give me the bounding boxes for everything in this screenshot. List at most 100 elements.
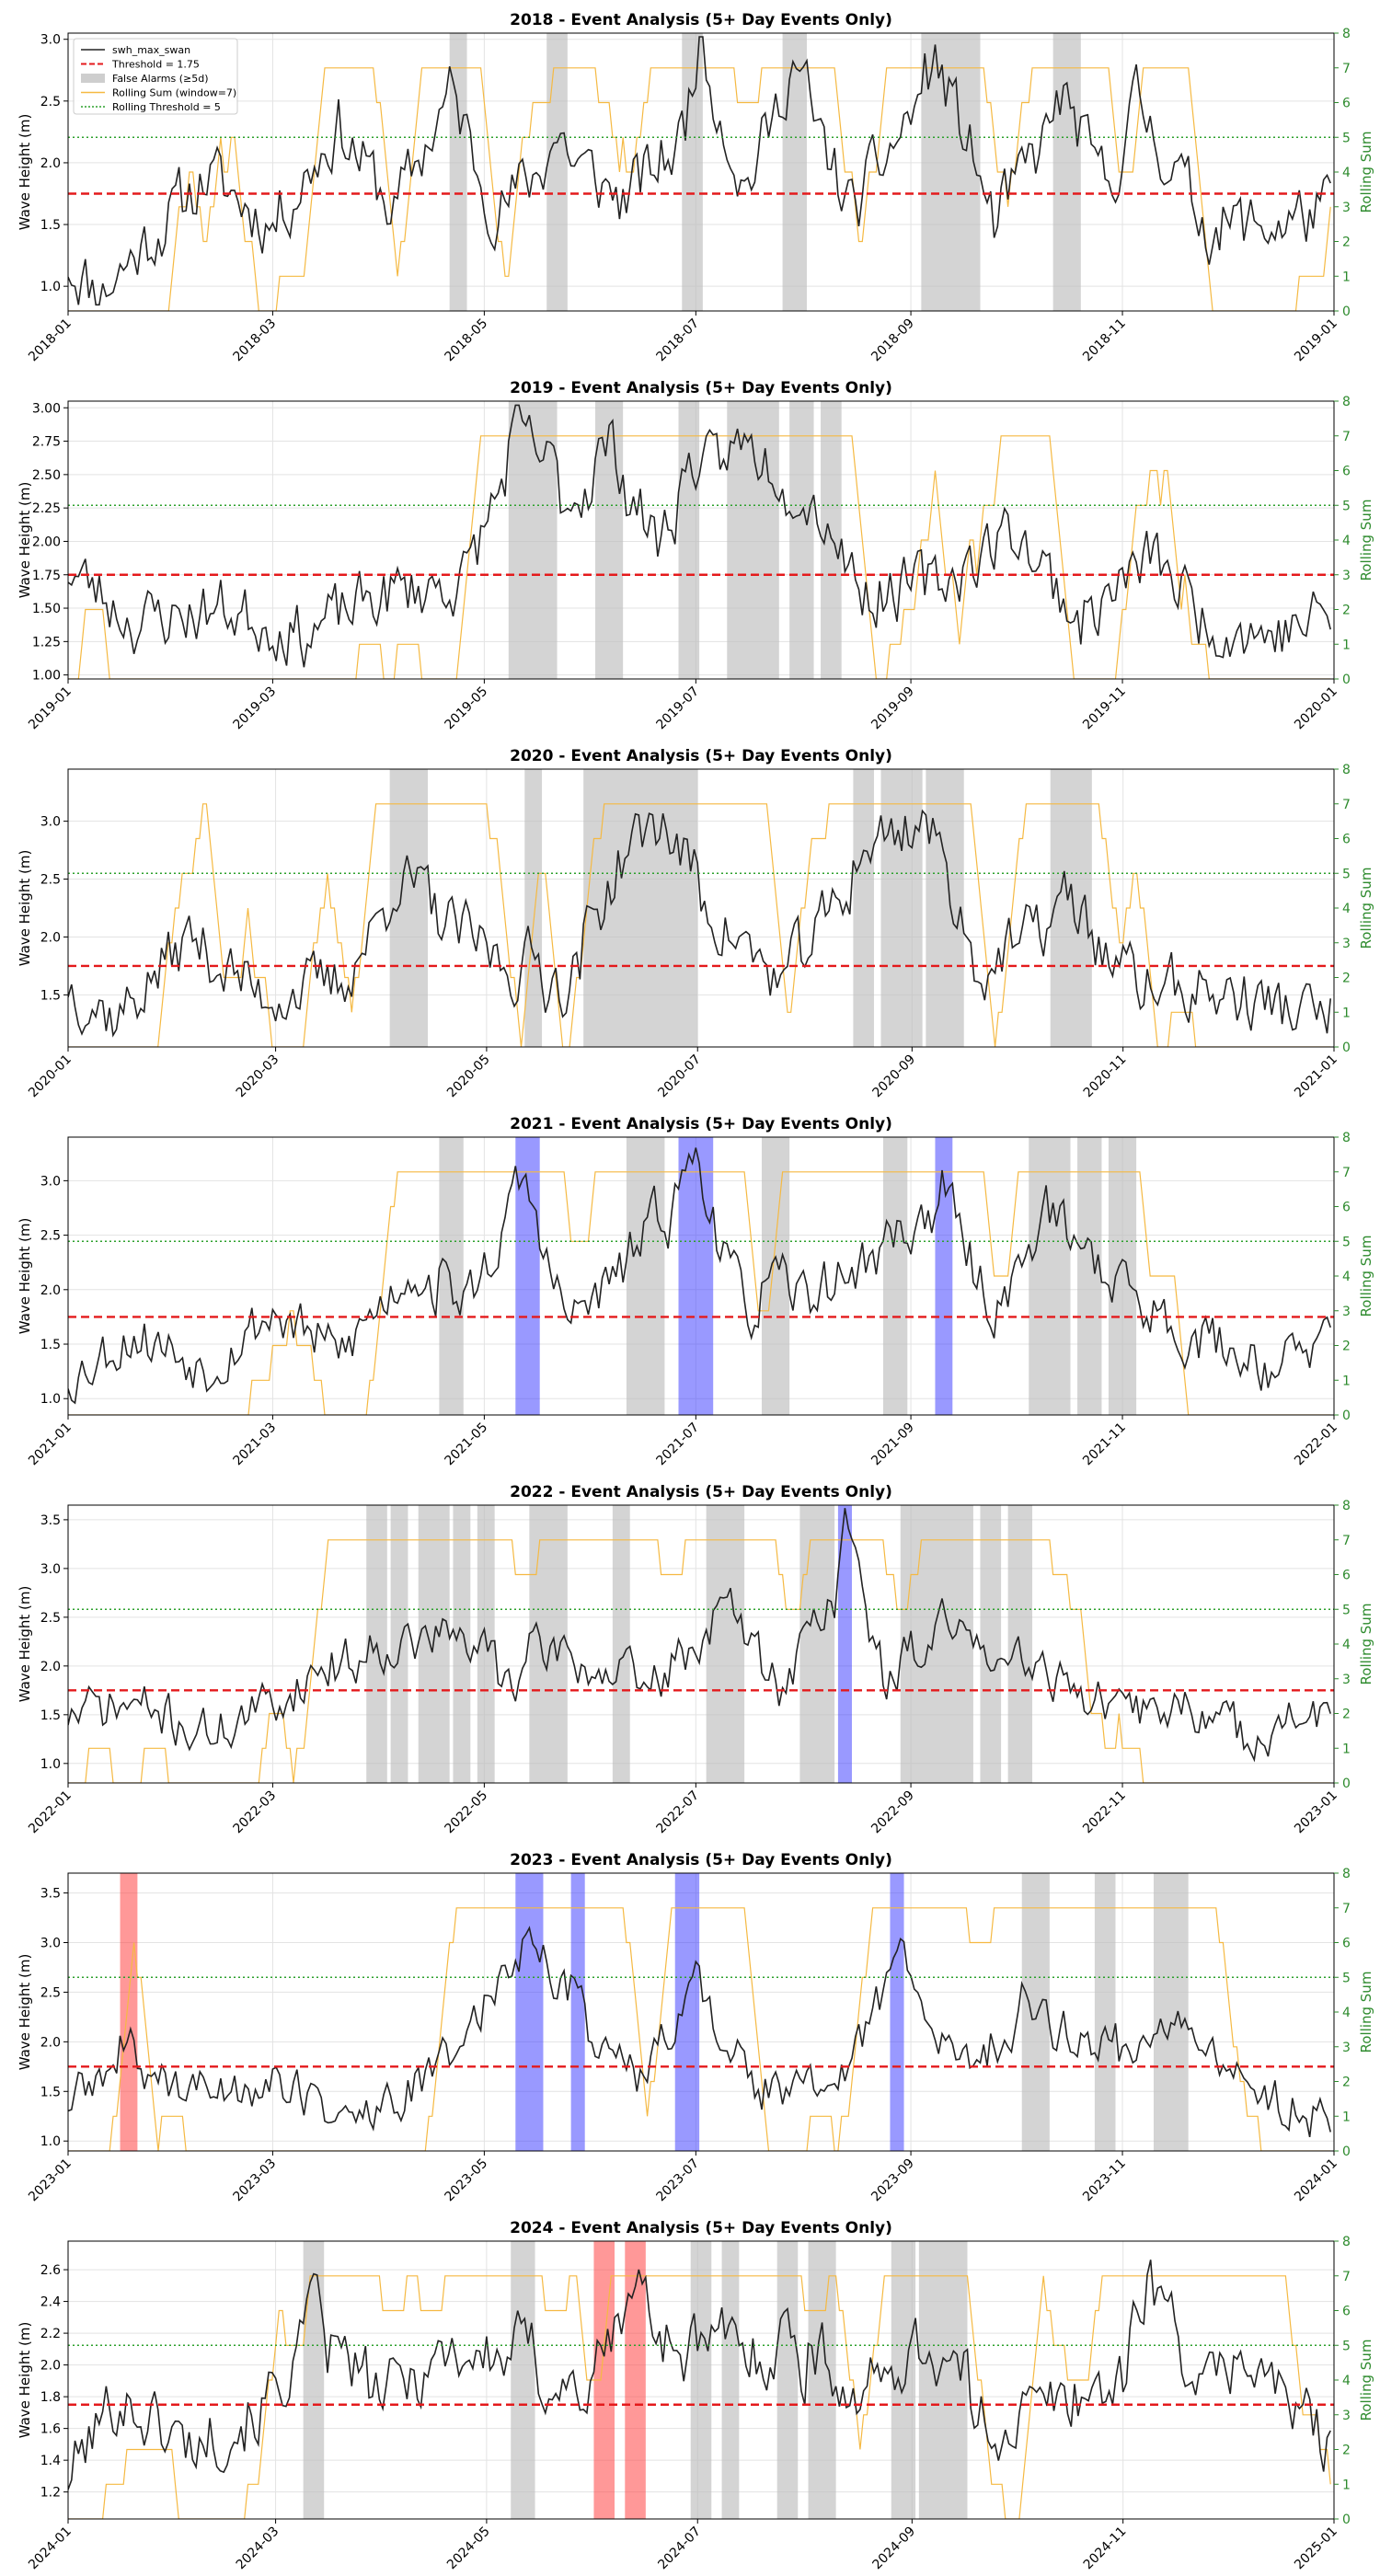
x-tick-label: 2020-01 [1292,684,1340,733]
subplot-2: 1.5 2.0 2.5 3.0 0 1 2 3 4 5 6 7 8 2020-01 2020-03 2020-… [17,747,1374,1100]
false-alarm-span [1108,1137,1137,1415]
y2-tick-label: 6 [1342,1937,1351,1951]
x-tick-label: 2018-03 [231,316,280,365]
y-axis-label: Wave Height (m) [17,2322,33,2439]
y2-tick-label: 6 [1342,1201,1351,1215]
x-tick-label: 2020-03 [234,1052,282,1101]
plot-background [68,401,1334,679]
false-alarm-span [303,2241,325,2519]
y2-tick-label: 3 [1342,2041,1351,2055]
y2-tick-label: 0 [1342,1409,1351,1423]
x-tick-label: 2024-05 [444,2524,493,2573]
false-alarm-span [706,1505,745,1783]
x-tick-label: 2021-05 [443,1420,491,1469]
y2-tick-label: 6 [1342,97,1351,111]
false-alarm-span [900,1505,973,1783]
false-alarm-span [453,1505,471,1783]
x-tick-label: 2021-09 [868,1420,917,1469]
wave-height-line [68,1926,1331,2138]
x-tick-label: 2019-01 [26,684,75,733]
y2-tick-label: 0 [1342,673,1351,687]
plot-area [68,1137,1334,1415]
false-alarm-span [390,1505,408,1783]
false-alarm-span [882,1137,908,1415]
false-alarm-span [595,401,624,679]
rolling-sum-line [68,1171,1331,1415]
y-tick-label: 2.6 [40,2263,61,2278]
rolling-sum-line [68,435,1331,679]
y-tick-label: 1.5 [40,988,61,1003]
y-tick-label: 2.5 [40,1985,61,2000]
x-tick-label: 2018-07 [653,316,702,365]
y-tick-label: 1.0 [40,1757,61,1772]
y2-tick-label: 7 [1342,1166,1351,1180]
y-axis-label: Wave Height (m) [17,1586,33,1703]
legend: swh_max_swan Threshold = 1.75 False Alarms… [73,38,238,115]
x-tick-label: 2018-05 [443,316,491,365]
legend-label: swh_max_swan [112,44,190,56]
wave-height-line [68,2260,1331,2490]
y-tick-label: 1.6 [40,2422,61,2437]
x-tick-label: 2025-01 [1292,2524,1340,2573]
y2-tick-label: 1 [1342,638,1351,652]
y-tick-label: 2.0 [40,156,61,171]
x-tick-label: 2020-01 [26,1052,75,1101]
y2-tick-label: 7 [1342,1902,1351,1916]
y-tick-label: 2.4 [40,2295,61,2310]
x-tick-label: 2024-03 [234,2524,282,2573]
y-axis-label: Wave Height (m) [17,1954,33,2071]
wave-height-line [68,404,1331,668]
subplot-title: 2023 - Event Analysis (5+ Day Events Onl… [510,1851,892,1869]
false-alarm-span [524,769,543,1047]
false-alarm-span [918,2241,968,2519]
y-tick-label: 2.2 [40,2327,61,2341]
y2-tick-label: 4 [1342,534,1351,548]
y2-tick-label: 2 [1342,2076,1351,2090]
legend-label: Rolling Threshold = 5 [112,101,221,113]
x-tick-label: 2020-07 [655,1052,704,1101]
y-tick-label: 2.5 [40,1611,61,1626]
y2-tick-label: 2 [1342,1340,1351,1354]
y2-tick-label: 4 [1342,166,1351,180]
hit-event-span [890,1873,904,2151]
y2-axis-label: Rolling Sum [1358,500,1374,581]
plot-background [68,1505,1334,1783]
y2-axis-label: Rolling Sum [1358,2340,1374,2421]
hit-event-span [678,1137,714,1415]
x-tick-label: 2020-05 [444,1052,493,1101]
y-tick-label: 3.0 [40,1174,61,1189]
false-alarm-span [1153,1873,1189,2151]
false-alarm-span [439,1137,464,1415]
x-tick-label: 2022-11 [1080,1788,1129,1837]
false-alarm-span [1052,33,1081,311]
y2-tick-label: 0 [1342,1777,1351,1791]
false-alarm-span [583,769,698,1047]
legend-label: Threshold = 1.75 [111,59,200,71]
false-alarm-span [799,1505,835,1783]
hit-event-span [570,1873,585,2151]
x-tick-label: 2021-03 [231,1420,280,1469]
x-tick-label: 2020-11 [1081,1052,1130,1101]
y2-tick-label: 4 [1342,1270,1351,1284]
y2-tick-label: 7 [1342,430,1351,444]
y-tick-label: 2.00 [32,535,61,549]
x-tick-label: 2020-09 [869,1052,918,1101]
false-alarm-span [808,2241,836,2519]
y-tick-label: 2.0 [40,2359,61,2374]
false-alarm-span [508,401,558,679]
plot-area [68,2241,1334,2519]
y2-tick-label: 8 [1342,763,1351,777]
x-tick-label: 2021-01 [26,1420,75,1469]
x-tick-label: 2019-05 [443,684,491,733]
false-alarm-span [891,2241,916,2519]
y-tick-label: 1.50 [32,602,61,616]
x-tick-label: 2024-11 [1081,2524,1130,2573]
y-tick-label: 2.75 [32,435,61,450]
y-tick-label: 1.00 [32,669,61,684]
y2-tick-label: 8 [1342,27,1351,41]
y2-tick-label: 3 [1342,569,1351,583]
x-tick-label: 2022-07 [653,1788,702,1837]
y2-tick-label: 8 [1342,2235,1351,2249]
y-tick-label: 2.0 [40,930,61,945]
y2-tick-label: 8 [1342,1499,1351,1513]
